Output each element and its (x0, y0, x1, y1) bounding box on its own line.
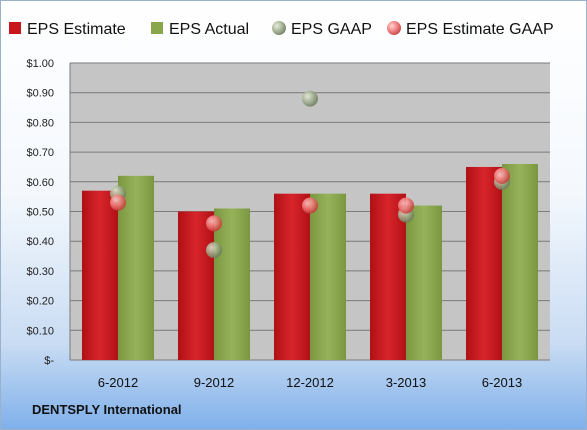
x-tick-label: 9-2012 (194, 375, 234, 390)
y-axis: $- $0.10 $0.20 $0.30 $0.40 $0.50 $0.60 $0.70 $0.… (26, 58, 71, 367)
y-tick-label: $0.20 (26, 296, 54, 308)
legend-label-eps-gaap: EPS GAAP (291, 21, 372, 38)
y-tick-label: $0.40 (26, 236, 54, 248)
x-tick-label: 6-2012 (98, 375, 138, 390)
bar-eps-actual-6-2013 (502, 163, 538, 360)
legend-swatch-eps-actual (151, 22, 163, 34)
points (110, 90, 510, 259)
point-eps-estimate-gaap-6-2013 (494, 167, 510, 184)
legend-label-eps-estimate-gaap: EPS Estimate GAAP (406, 21, 554, 38)
legend-label-eps-actual: EPS Actual (169, 21, 249, 38)
bar-eps-estimate-3-2013 (370, 193, 406, 360)
bar-eps-estimate-6-2012 (82, 190, 118, 360)
x-tick-label: 6-2013 (482, 375, 522, 390)
y-tick-label: $- (44, 355, 54, 367)
bar-eps-estimate-9-2012 (178, 211, 214, 360)
y-tick-label: $0.10 (26, 325, 54, 337)
company-name: DENTSPLY International (32, 402, 182, 417)
y-tick-label: $0.30 (26, 266, 54, 278)
bar-eps-estimate-6-2013 (466, 166, 502, 360)
x-tick-label: 12-2012 (286, 375, 334, 390)
point-eps-estimate-gaap-3-2013 (398, 197, 414, 214)
bar-eps-actual-12-2012 (310, 193, 346, 360)
y-tick-label: $0.80 (26, 117, 54, 129)
legend-swatch-eps-estimate (9, 22, 21, 34)
legend-swatch-eps-estimate-gaap (387, 21, 401, 35)
y-tick-label: $1.00 (26, 58, 54, 70)
point-eps-estimate-gaap-6-2012 (110, 194, 126, 211)
bar-eps-actual-3-2013 (406, 205, 442, 360)
bars (82, 163, 538, 360)
point-eps-gaap-9-2012 (206, 242, 222, 259)
bar-eps-estimate-12-2012 (274, 193, 310, 360)
legend: EPS Estimate EPS Actual EPS GAAP EPS Estima… (9, 21, 554, 38)
legend-label-eps-estimate: EPS Estimate (27, 21, 126, 38)
point-eps-estimate-gaap-9-2012 (206, 215, 222, 232)
x-axis: 6-2012 9-2012 12-2012 3-2013 6-2013 (98, 375, 522, 390)
y-tick-label: $0.60 (26, 177, 54, 189)
point-eps-estimate-gaap-12-2012 (302, 197, 318, 214)
x-tick-label: 3-2013 (386, 375, 426, 390)
bar-eps-actual-9-2012 (214, 208, 250, 360)
y-tick-label: $0.90 (26, 88, 54, 100)
y-tick-label: $0.70 (26, 147, 54, 159)
y-tick-label: $0.50 (26, 207, 54, 219)
legend-swatch-eps-gaap (272, 21, 286, 35)
point-eps-gaap-12-2012 (302, 90, 318, 107)
